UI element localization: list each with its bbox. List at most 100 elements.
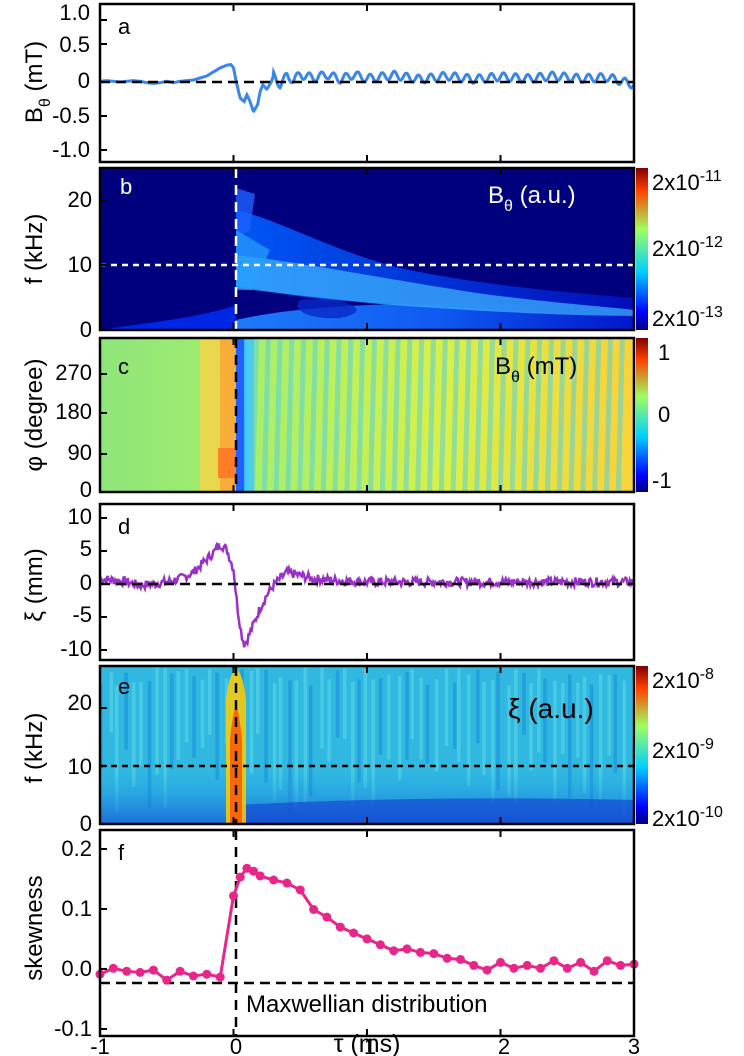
- panel-f: f 0.2 0.1 0.0 -0.1 skewness Maxwellian d…: [21, 828, 640, 1056]
- panel-e-streak: [207, 669, 212, 735]
- panel-e-streak: [249, 671, 254, 774]
- panel-e-streak: [457, 668, 461, 762]
- panel-c-stripe: [309, 338, 318, 492]
- panel-e-cbar-tick-top: 2x10-8: [652, 666, 714, 693]
- panel-e-yticks: 0 10 20: [68, 690, 92, 836]
- panel-b-ytick-10: 10: [68, 252, 92, 277]
- panel-e-streak: [288, 680, 292, 813]
- panel-f-marker: [309, 905, 319, 914]
- panel-b-ytick-20: 20: [68, 187, 92, 212]
- panel-f-markers: [95, 863, 639, 985]
- panel-e-streak: [303, 666, 308, 805]
- panel-c-ytick-90: 90: [68, 440, 92, 465]
- panel-b-ylabel: f (kHz): [21, 214, 48, 285]
- panel-e-streak: [589, 684, 594, 807]
- panel-c-stripe: [486, 338, 495, 492]
- panel-f-marker: [562, 963, 572, 973]
- panel-b-cbar-tick-top: 2x10-11: [652, 168, 722, 195]
- panel-f-marker: [549, 956, 559, 966]
- panel-e-streak: [387, 674, 391, 760]
- panel-c-heatmap: [100, 338, 634, 492]
- panel-f-marker: [335, 922, 345, 932]
- panel-b-colorbar-ticks: 2x10-11 2x10-12 2x10-13: [652, 168, 723, 331]
- panel-f-ytick-0.1: 0.1: [61, 896, 92, 921]
- panel-e-ytick-20: 20: [68, 690, 92, 715]
- xtick-3: 3: [628, 1034, 640, 1056]
- panel-f-marker: [269, 875, 279, 885]
- panel-c-yticks: 0 90 180 270: [55, 360, 92, 502]
- panel-d-ytick-0: 0: [80, 570, 92, 595]
- panel-e-streak: [264, 669, 268, 783]
- panel-e-streak: [444, 668, 449, 747]
- panel-f-marker: [108, 963, 118, 973]
- panel-e-streak: [491, 679, 495, 804]
- panel-f-ylabel: skewness: [21, 875, 48, 980]
- panel-d: d 10 5 0 -5 -10 ξ (mm): [21, 502, 636, 662]
- panel-b-colorbar: [636, 168, 648, 330]
- panel-c-stripe: [592, 338, 602, 492]
- panel-f-marker: [122, 966, 132, 976]
- panel-f-marker: [576, 957, 586, 967]
- panel-b-ytick-0: 0: [80, 317, 92, 342]
- panel-c-stripe: [568, 338, 578, 492]
- panel-c-stripe: [415, 338, 425, 492]
- panel-c-ytick-0: 0: [80, 477, 92, 502]
- panel-e-streak: [476, 669, 480, 744]
- panel-a-yticks: 1.0 0.5 0 -0.5 -1.0: [52, 0, 90, 162]
- panel-b-cbar-tick-mid: 2x10-12: [652, 234, 723, 261]
- panel-d-ytick-5: 5: [80, 536, 92, 561]
- panel-a-ytick-1.0: 1.0: [59, 0, 90, 25]
- panel-c-cbar-tick-1: 1: [658, 340, 670, 365]
- panel-e-streak: [507, 685, 511, 797]
- panel-e-streak: [139, 682, 143, 766]
- panel-e-cbar-tick-bottom: 2x10-10: [652, 804, 723, 831]
- panel-b-cbar-tick-bottom: 2x10-13: [652, 304, 723, 331]
- panel-f-marker: [148, 965, 158, 975]
- x-axis-label: τ (ms): [334, 1030, 401, 1056]
- panel-f-marker: [496, 957, 505, 967]
- panel-e-streak: [482, 682, 486, 776]
- panel-c-stripe: [556, 338, 566, 492]
- panel-c-stripe: [391, 338, 401, 492]
- panel-f-marker: [322, 912, 332, 922]
- panel-c-stripe: [497, 338, 507, 492]
- panel-e-streak: [357, 679, 361, 783]
- panel-f-ytick-0.2: 0.2: [61, 836, 92, 861]
- panel-e-streak: [294, 680, 299, 811]
- panel-c: c Bθ (mT) 0 90 180 270 φ (degree) 1 0 -1: [21, 336, 672, 502]
- panel-c-ytick-270: 270: [55, 360, 92, 385]
- panel-f-marker: [162, 975, 172, 985]
- panel-e-streak: [309, 685, 313, 797]
- panel-e: e ξ (a.u.) 0 10 20 f (kHz) 2x10-8 2x10-9…: [21, 664, 723, 836]
- panel-e-streak: [496, 671, 500, 790]
- panel-f-yticks: 0.2 0.1 0.0 -0.1: [54, 836, 92, 1041]
- panel-b-tickmarks: [99, 168, 635, 331]
- panel-f-marker: [589, 966, 599, 976]
- panel-c-stripe: [403, 338, 413, 492]
- panel-f-marker: [362, 934, 372, 944]
- panel-b: b Bθ (a.u.) 0 10 20 f (kHz) 2x10-11 2x10…: [21, 166, 723, 342]
- panel-d-label: d: [118, 514, 130, 539]
- panel-e-streak: [176, 671, 181, 760]
- panel-f-marker: [429, 949, 439, 959]
- panel-e-streak: [378, 678, 383, 755]
- panel-e-streak: [553, 680, 557, 803]
- panel-a-ytick--1.0: -1.0: [52, 137, 90, 162]
- panel-e-streak: [576, 682, 580, 758]
- panel-b-yticks: 0 10 20: [68, 187, 92, 342]
- panel-e-streak: [434, 679, 439, 772]
- panel-f-marker: [402, 944, 412, 954]
- panel-e-ylabel: f (kHz): [21, 713, 48, 784]
- panel-f-marker: [482, 965, 492, 975]
- panel-e-streak: [537, 669, 541, 753]
- panel-f-marker: [469, 960, 479, 970]
- panel-e-streak: [114, 685, 119, 812]
- panel-e-streak: [466, 674, 471, 786]
- panel-f-marker: [175, 966, 185, 976]
- panel-f-marker: [249, 866, 258, 876]
- panel-f-ytick--0.1: -0.1: [54, 1016, 92, 1041]
- panel-e-streak: [147, 680, 152, 808]
- panel-f-marker: [215, 972, 225, 982]
- panel-c-stripe: [533, 338, 543, 492]
